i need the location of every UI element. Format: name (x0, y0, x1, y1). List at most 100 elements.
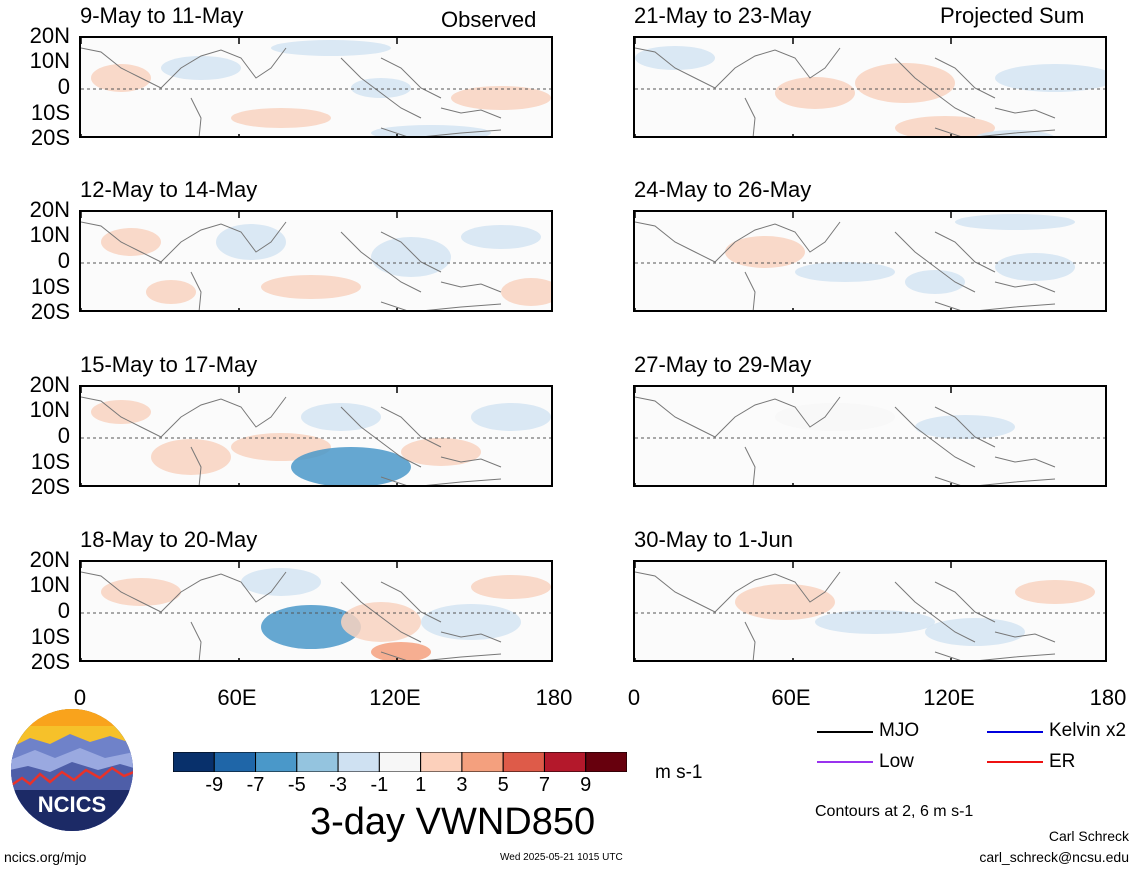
colorbar-swatch (461, 751, 504, 773)
lat-tick-label: 10S (30, 449, 70, 474)
colorbar-tick-label: -3 (329, 774, 347, 796)
legend-label-mjo: MJO (879, 720, 920, 741)
anomaly-shading (101, 578, 181, 606)
map-panel-projected-2 (633, 210, 1107, 312)
lat-tick-label: 10N (29, 572, 70, 597)
anomaly-shading (231, 108, 331, 128)
anomaly-shading (775, 77, 855, 109)
anomaly-shading (241, 568, 321, 596)
lat-tick-label: 0 (57, 598, 70, 623)
coastline (81, 47, 502, 136)
anomaly-shading (815, 610, 935, 634)
anomaly-shading (261, 275, 361, 299)
lat-tick-label: 20N (29, 197, 70, 222)
anomaly-shading (151, 439, 231, 475)
contour-note: Contours at 2, 6 m s-1 (815, 803, 974, 820)
colorbar-swatch (337, 751, 380, 773)
anomaly-shading (795, 262, 895, 282)
coastline (81, 396, 502, 485)
lat-tick-label: 10N (29, 222, 70, 247)
anomaly-shading (401, 438, 481, 466)
lon-tick-label: 0 (627, 685, 641, 710)
colorbar-swatch (502, 751, 545, 773)
coastline (635, 571, 1056, 660)
anomaly-shading (855, 63, 955, 103)
panel-title: 21-May to 23-May (634, 3, 812, 28)
anomaly-shading (216, 224, 286, 260)
panel-title: 27-May to 29-May (634, 352, 812, 377)
colorbar-tick-label: -7 (246, 774, 265, 796)
legend-label-er: ER (1049, 751, 1076, 772)
footer-url: ncics.org/mjo (4, 849, 87, 865)
panel-title: 15-May to 17-May (80, 352, 258, 377)
panel-title: 24-May to 26-May (634, 177, 812, 202)
lat-tick-label: 0 (57, 423, 70, 448)
lat-tick-label: 0 (57, 248, 70, 273)
panel-title: 12-May to 14-May (80, 177, 258, 202)
lat-tick-label: 20S (30, 125, 70, 150)
anomaly-shading (955, 214, 1075, 230)
anomaly-shading (91, 400, 151, 424)
footer-timestamp: Wed 2025-05-21 1015 UTC (500, 852, 623, 863)
colorbar (172, 751, 628, 773)
anomaly-shading (421, 604, 521, 640)
panel-title: 18-May to 20-May (80, 527, 258, 552)
footer-author: Carl Schreck (1048, 828, 1129, 844)
lat-tick-label: 20N (29, 547, 70, 572)
colorbar-tick-label: 9 (580, 774, 592, 796)
anomaly-shading (471, 575, 551, 599)
anomaly-shading (905, 270, 965, 294)
anomaly-shading (301, 403, 381, 431)
lat-tick-label: 20N (29, 23, 70, 48)
colorbar-swatch (585, 751, 628, 773)
lon-tick-label: 120E (369, 685, 421, 710)
anomaly-shading (735, 584, 835, 620)
colorbar-swatch (543, 751, 587, 773)
anomaly-shading (91, 64, 151, 92)
anomaly-shading (291, 447, 411, 485)
anomaly-shading (351, 78, 411, 98)
footer-email: carl_schreck@ncsu.edu (979, 849, 1129, 865)
colorbar-tick-label: -1 (370, 774, 389, 796)
lon-tick-label: 120E (923, 685, 975, 710)
panel-title: 9-May to 11-May (80, 3, 244, 28)
colorbar-tick-label: 7 (538, 774, 551, 796)
legend: MJO Kelvin x2 Low ER (815, 718, 1135, 788)
anomaly-shading (461, 225, 541, 249)
ncics-logo: NCICS (10, 708, 134, 832)
colorbar-swatch (255, 751, 298, 773)
coastline (81, 571, 502, 660)
colorbar-swatch (378, 751, 422, 773)
legend-label-kelvin: Kelvin x2 (1049, 720, 1127, 741)
map-panel-observed-3 (79, 385, 553, 487)
map-panel-projected-4 (633, 560, 1107, 662)
lon-tick-label: 180 (535, 685, 573, 710)
coastline (635, 221, 1056, 310)
anomaly-shading (995, 64, 1105, 92)
lat-tick-label: 20S (30, 474, 70, 499)
anomaly-shading (146, 280, 196, 304)
lat-tick-label: 10N (29, 397, 70, 422)
chart-title: 3-day VWND850 (310, 801, 596, 843)
colorbar-swatch (420, 751, 463, 773)
lat-tick-label: 10N (29, 48, 70, 73)
lon-tick-label: 0 (73, 685, 87, 710)
anomaly-shading (775, 403, 895, 431)
anomaly-shading (261, 605, 361, 649)
anomaly-shading (101, 228, 161, 256)
coastline (635, 47, 1056, 136)
anomaly-shading (895, 116, 995, 136)
colorbar-tick-label: 3 (456, 774, 468, 796)
colorbar-units: m s-1 (655, 762, 703, 783)
anomaly-shading (471, 403, 551, 431)
lat-tick-label: 10S (30, 274, 70, 299)
map-panel-projected-3 (633, 385, 1107, 487)
lon-tick-label: 60E (771, 685, 811, 710)
observed-label: Observed (441, 7, 537, 32)
lon-tick-label: 60E (217, 685, 257, 710)
projected-sum-label: Projected Sum (940, 3, 1085, 28)
anomaly-shading (725, 236, 805, 268)
anomaly-shading (451, 86, 551, 110)
lat-tick-label: 0 (57, 74, 70, 99)
anomaly-shading (161, 56, 241, 80)
